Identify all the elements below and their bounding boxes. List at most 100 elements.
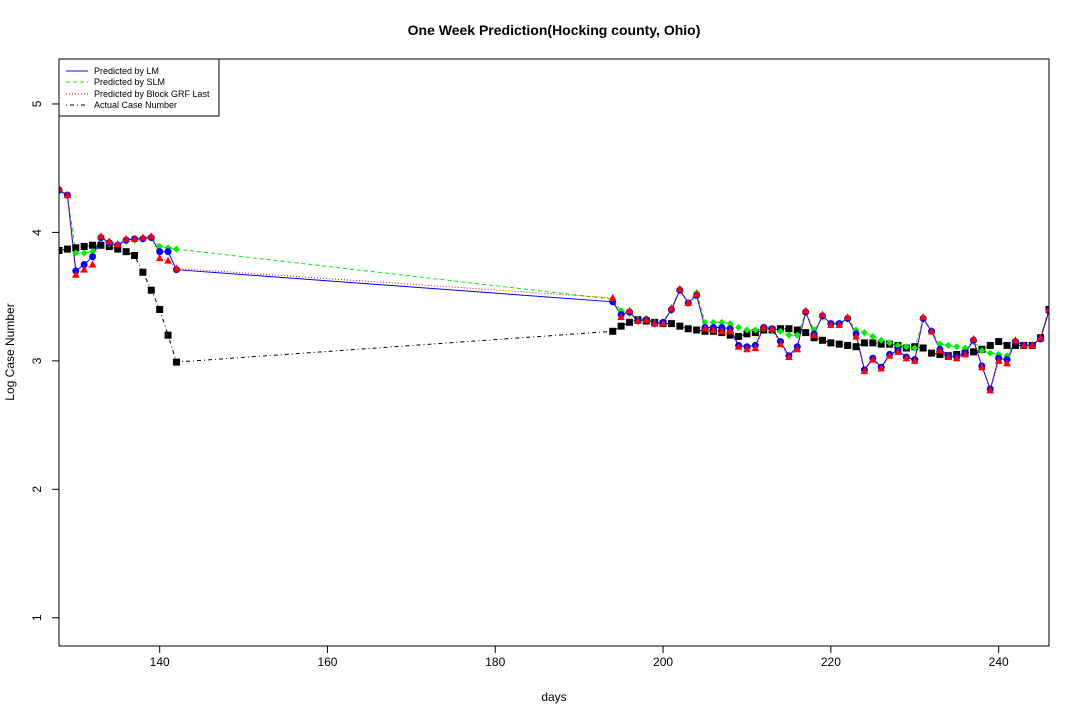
data-point: [105, 237, 114, 245]
data-point: [743, 326, 751, 334]
data-point: [676, 322, 684, 330]
data-point: [609, 327, 617, 335]
data-point: [928, 349, 936, 357]
data-point: [743, 330, 751, 338]
data-point: [71, 270, 80, 278]
legend-item: Predicted by SLM: [66, 77, 165, 87]
x-tick-label: 180: [485, 655, 505, 669]
data-point: [986, 386, 995, 394]
data-point: [155, 254, 164, 262]
data-point: [172, 358, 180, 366]
data-point: [97, 232, 105, 240]
x-tick-label: 240: [989, 655, 1009, 669]
data-point: [684, 299, 693, 307]
data-point: [701, 318, 709, 326]
data-point: [785, 352, 793, 360]
data-point: [869, 332, 877, 340]
data-point: [869, 355, 877, 363]
data-point: [667, 304, 676, 312]
data-point: [768, 324, 776, 332]
data-point: [869, 339, 877, 347]
data-point: [172, 264, 181, 272]
legend-item: Predicted by LM: [66, 66, 159, 76]
data-point: [97, 241, 105, 249]
data-point: [667, 320, 675, 328]
data-point: [919, 344, 927, 352]
data-point: [139, 233, 147, 241]
data-point: [785, 325, 793, 333]
data-point: [785, 331, 793, 339]
data-point: [692, 290, 701, 298]
y-tick-label: 1: [30, 614, 44, 621]
data-point: [852, 332, 860, 340]
data-point: [978, 347, 986, 355]
data-point: [122, 248, 130, 256]
data-point: [986, 341, 994, 349]
data-point: [63, 245, 71, 253]
data-point: [810, 331, 818, 339]
data-point: [693, 326, 701, 334]
data-point: [642, 315, 651, 323]
data-point: [994, 356, 1003, 364]
legend-box: [58, 58, 220, 117]
data-point: [172, 245, 180, 253]
data-point: [1003, 359, 1011, 367]
data-point: [156, 305, 164, 313]
data-point: [1003, 341, 1011, 349]
legend-label: Actual Case Number: [94, 100, 177, 110]
data-point: [927, 327, 936, 335]
data-point: [80, 265, 88, 273]
plot-frame: [58, 58, 1050, 647]
legend: Predicted by LM Predicted by SLM Predict…: [58, 58, 220, 117]
data-point: [122, 234, 130, 242]
data-point: [80, 243, 88, 251]
data-point: [147, 286, 155, 294]
data-point: [80, 261, 88, 269]
data-point: [63, 191, 72, 199]
data-point: [835, 340, 843, 348]
data-point: [936, 346, 944, 354]
data-point: [860, 367, 869, 375]
data-point: [164, 248, 172, 256]
data-point: [164, 256, 172, 264]
data-point: [717, 327, 726, 335]
data-point: [919, 313, 927, 321]
data-point: [625, 306, 634, 314]
legend-label: Predicted by Block GRF Last: [94, 89, 210, 99]
data-point: [701, 324, 709, 332]
data-point: [886, 339, 894, 347]
x-tick-label: 220: [821, 655, 841, 669]
chart-title: One Week Prediction(Hocking county, Ohio…: [408, 22, 701, 38]
data-point: [952, 354, 961, 362]
data-point: [1045, 305, 1049, 313]
data-point: [89, 248, 97, 256]
data-point: [801, 306, 810, 314]
data-point: [72, 244, 80, 252]
data-point: [961, 344, 969, 352]
data-point: [995, 338, 1003, 346]
data-point: [936, 350, 944, 358]
data-point: [634, 317, 642, 325]
data-point: [902, 354, 911, 362]
legend-item: Actual Case Number: [66, 100, 177, 110]
data-point: [114, 245, 122, 253]
data-point: [936, 340, 944, 348]
data-point: [793, 326, 801, 334]
data-point: [1011, 341, 1019, 349]
data-point: [793, 345, 802, 353]
data-point: [726, 327, 734, 335]
data-point: [877, 364, 886, 372]
x-tick-label: 200: [653, 655, 673, 669]
data-point: [802, 329, 810, 337]
data-point: [877, 340, 885, 348]
data-point: [843, 313, 852, 321]
data-point: [852, 343, 860, 351]
y-tick-label: 2: [30, 486, 44, 493]
data-point: [818, 336, 826, 344]
data-point: [676, 284, 684, 292]
data-point: [80, 249, 88, 257]
data-point: [156, 243, 164, 251]
data-point: [709, 318, 717, 326]
